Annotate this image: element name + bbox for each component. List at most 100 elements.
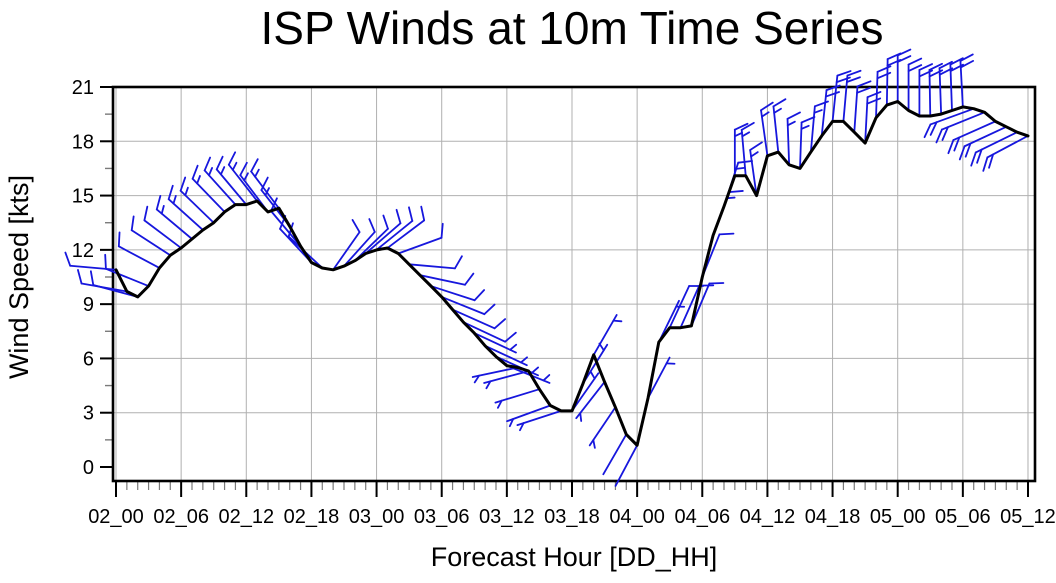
barb-feather bbox=[132, 216, 134, 230]
wind-barb bbox=[936, 112, 984, 142]
barb-staff bbox=[132, 230, 171, 255]
wind-barb bbox=[603, 434, 626, 474]
barb-feather bbox=[983, 157, 987, 170]
barb-feather bbox=[185, 188, 188, 196]
wind-barb bbox=[971, 132, 1017, 165]
barb-feather bbox=[397, 210, 401, 223]
barb-feather bbox=[751, 152, 758, 156]
x-tick-label: 02_06 bbox=[153, 506, 209, 528]
barb-feather bbox=[736, 168, 744, 169]
barb-feather bbox=[91, 271, 93, 285]
wind-barb bbox=[590, 407, 616, 448]
barb-feather bbox=[484, 305, 494, 315]
barb-feather bbox=[774, 109, 781, 113]
wind-barb bbox=[398, 224, 442, 254]
x-tick-label: 02_00 bbox=[88, 506, 144, 528]
barb-feather bbox=[233, 163, 237, 170]
x-tick-label: 05_06 bbox=[935, 506, 991, 528]
barb-staff bbox=[398, 238, 441, 254]
wind-barb bbox=[289, 223, 323, 268]
barb-staff bbox=[603, 434, 626, 474]
x-axis-title: Forecast Hour [DD_HH] bbox=[431, 542, 718, 572]
barb-feather bbox=[144, 207, 147, 221]
x-tick-label: 04_06 bbox=[674, 506, 730, 528]
y-tick-label: 6 bbox=[83, 348, 94, 370]
barb-feather bbox=[788, 112, 800, 118]
barb-feather bbox=[735, 133, 742, 136]
barb-feather bbox=[593, 440, 595, 448]
barb-feather bbox=[802, 117, 815, 122]
wind-barb bbox=[205, 158, 236, 205]
y-tick-label: 0 bbox=[83, 457, 94, 479]
x-tick-label: 05_00 bbox=[870, 506, 926, 528]
barb-feather bbox=[878, 66, 891, 71]
barb-feather bbox=[761, 103, 773, 111]
wind-barb bbox=[761, 103, 773, 156]
barb-feather bbox=[353, 220, 360, 232]
x-tick-label: 02_12 bbox=[218, 506, 274, 528]
barb-feather bbox=[174, 196, 176, 204]
wind-barb bbox=[948, 121, 995, 153]
barb-feather bbox=[867, 98, 880, 103]
wind-barb bbox=[387, 207, 424, 248]
gridlines bbox=[113, 87, 1035, 481]
barb-feather bbox=[532, 367, 538, 372]
wind-barb bbox=[788, 112, 800, 164]
wind-barb bbox=[822, 86, 840, 136]
y-tick-label: 18 bbox=[72, 131, 94, 153]
wind-barb bbox=[773, 99, 785, 152]
barb-feather bbox=[971, 152, 976, 165]
barb-feather bbox=[157, 196, 161, 210]
barb-feather bbox=[580, 413, 581, 421]
barb-staff bbox=[409, 264, 455, 268]
y-tick-label: 12 bbox=[72, 240, 94, 262]
barb-feather bbox=[720, 234, 734, 235]
barb-feather bbox=[495, 319, 506, 328]
barb-feather bbox=[221, 167, 224, 174]
barb-feather bbox=[868, 92, 881, 97]
barb-feather bbox=[898, 56, 911, 62]
barb-feather bbox=[455, 256, 462, 268]
wind-barbs bbox=[65, 50, 1028, 486]
wind-barb bbox=[960, 127, 1006, 160]
barb-feather bbox=[750, 142, 762, 150]
barb-feather bbox=[409, 207, 412, 221]
barb-feather bbox=[936, 130, 941, 143]
barb-feather bbox=[217, 157, 223, 170]
plot-frame bbox=[113, 87, 1035, 481]
wind-barb bbox=[229, 152, 257, 201]
barb-feather bbox=[510, 345, 516, 350]
barb-feather bbox=[78, 270, 82, 284]
barb-feather bbox=[369, 219, 374, 232]
barb-feather bbox=[421, 207, 424, 221]
y-axis-title: Wind Speed [kts] bbox=[4, 175, 34, 379]
wind-barb bbox=[517, 411, 561, 430]
barb-feather bbox=[814, 110, 822, 113]
barb-feather bbox=[742, 132, 749, 136]
barb-feather bbox=[960, 146, 965, 159]
barb-feather bbox=[197, 176, 200, 183]
barb-staff bbox=[387, 220, 424, 248]
barb-feather bbox=[475, 290, 485, 300]
barb-feather bbox=[255, 170, 259, 177]
barb-feather bbox=[773, 99, 785, 106]
chart-title: ISP Winds at 10m Time Series bbox=[261, 2, 884, 54]
wind-barb bbox=[724, 161, 752, 206]
barb-feather bbox=[169, 186, 173, 199]
barb-feather bbox=[857, 81, 870, 86]
barb-feather bbox=[898, 50, 911, 56]
barb-feather bbox=[442, 224, 443, 238]
x-tick-label: 02_18 bbox=[284, 506, 340, 528]
wind-barb bbox=[409, 256, 462, 268]
barb-feather bbox=[788, 122, 795, 126]
barb-feather bbox=[383, 216, 388, 229]
barb-feather bbox=[909, 59, 922, 65]
barb-feather bbox=[877, 73, 890, 78]
barb-feather bbox=[209, 168, 212, 175]
barb-feather bbox=[119, 232, 120, 246]
x-tick-label: 05_12 bbox=[1000, 506, 1056, 528]
barb-feather bbox=[251, 159, 258, 171]
